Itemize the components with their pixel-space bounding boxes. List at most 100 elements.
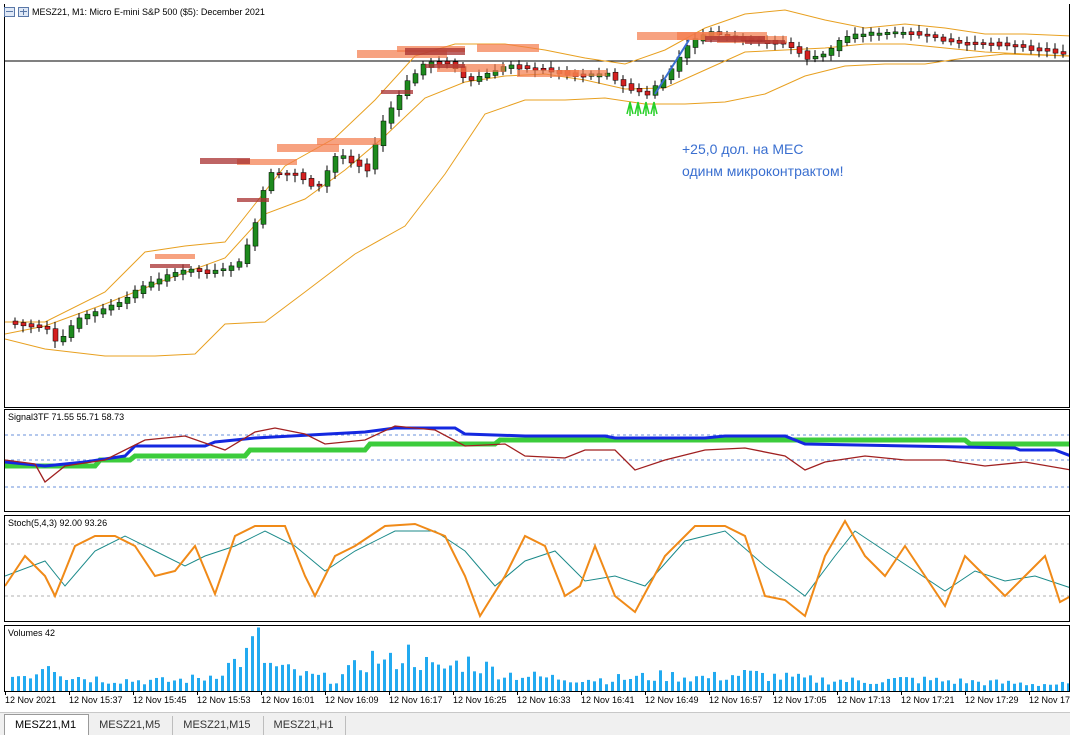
candle-body xyxy=(972,41,979,45)
tab-mesz21-h1[interactable]: MESZ21,H1 xyxy=(264,716,347,735)
signal-zone-dark xyxy=(200,158,250,164)
candle-body xyxy=(916,31,923,36)
candle-body xyxy=(300,172,307,181)
signal-zone xyxy=(277,144,339,152)
volumes-pane[interactable]: Volumes 42 xyxy=(4,625,1070,692)
volumes-chart[interactable] xyxy=(5,626,1070,692)
bollinger-upper xyxy=(5,9,1069,323)
volume-bar xyxy=(95,676,98,691)
volume-label: Volumes 42 xyxy=(8,628,56,638)
price-chart-pane[interactable] xyxy=(4,4,1070,408)
chart-header: MESZ21, M1: Micro E-mini S&P 500 ($5): D… xyxy=(4,7,265,17)
time-tick-label: 12 Nov 16:57 xyxy=(709,695,763,705)
volume-bar xyxy=(869,683,872,691)
volume-bar xyxy=(845,682,848,691)
volume-bar xyxy=(911,677,914,691)
candle-body xyxy=(612,71,619,81)
volume-bar xyxy=(233,658,236,691)
time-axis: 12 Nov 2021 12 Nov 15:37 12 Nov 15:45 12 No… xyxy=(4,692,1070,710)
signal-zone-dark xyxy=(405,48,465,55)
volume-bar xyxy=(17,676,20,691)
volume-bar xyxy=(971,680,974,691)
time-tick-label: 12 Nov 15:37 xyxy=(69,695,123,705)
volume-bar xyxy=(1031,684,1034,691)
signal-zone-dark xyxy=(425,64,465,68)
stochastic-chart[interactable] xyxy=(5,516,1070,622)
annotation-line-2: одинм микроконтрактом! xyxy=(682,163,844,179)
volume-bar xyxy=(101,682,104,691)
volume-bar xyxy=(833,681,836,691)
signal-zone xyxy=(557,70,607,76)
volume-bar xyxy=(179,678,182,691)
candle-body xyxy=(628,83,635,91)
volume-bar xyxy=(35,674,38,691)
signal-zone xyxy=(477,44,539,52)
volume-bar xyxy=(893,677,896,691)
volume-bar xyxy=(929,680,932,691)
volume-bar xyxy=(611,681,614,691)
volume-bar xyxy=(59,676,62,691)
volume-bar xyxy=(665,681,668,691)
candle-body xyxy=(804,50,811,60)
volume-bar xyxy=(143,684,146,691)
volume-bar xyxy=(215,678,218,691)
stochastic-pane[interactable]: Stoch(5,4,3) 92.00 93.26 xyxy=(4,515,1070,622)
candle-body xyxy=(188,268,195,273)
candle-body xyxy=(860,33,867,37)
volume-bar xyxy=(899,677,902,691)
volume-bar xyxy=(1037,685,1040,691)
candle-body xyxy=(484,72,491,78)
tab-mesz21-m1[interactable]: MESZ21,M1 xyxy=(4,714,90,735)
price-chart[interactable] xyxy=(5,4,1070,408)
volume-bar xyxy=(395,669,398,691)
time-tick-label: 12 Nov 17:21 xyxy=(901,695,955,705)
tab-mesz21-m5[interactable]: MESZ21,M5 xyxy=(89,716,174,735)
signal-indicator-pane[interactable]: Signal3TF 71.55 55.71 58.73 xyxy=(4,409,1070,512)
candle-body xyxy=(1028,45,1035,51)
candle-body xyxy=(140,285,147,294)
volume-bar xyxy=(329,683,332,691)
candle-body xyxy=(852,33,859,40)
volume-bar xyxy=(347,665,350,691)
candle-body xyxy=(260,190,267,225)
candle-body xyxy=(508,64,515,69)
signal-red-line xyxy=(5,425,1069,483)
volume-bar xyxy=(65,679,68,691)
signal-indicator-chart[interactable] xyxy=(5,410,1070,512)
volume-bar xyxy=(389,652,392,691)
signal-zone-dark xyxy=(381,90,413,94)
volume-bar xyxy=(353,660,356,691)
time-tick-label: 12 Nov 16:41 xyxy=(581,695,635,705)
time-tick-mark xyxy=(69,692,70,695)
candle-body xyxy=(196,268,203,272)
candle-body xyxy=(116,302,123,307)
time-tick-mark xyxy=(837,692,838,695)
volume-bar xyxy=(923,676,926,691)
candle-body xyxy=(388,107,395,124)
volume-bar xyxy=(731,675,734,691)
tab-mesz21-m15[interactable]: MESZ21,M15 xyxy=(173,716,264,735)
volume-bar xyxy=(587,679,590,691)
volume-bar xyxy=(695,676,698,691)
candle-body xyxy=(988,42,995,46)
volume-bar xyxy=(1061,681,1064,691)
time-tick-label: 12 Nov 2021 xyxy=(5,695,57,705)
window-split-icon[interactable] xyxy=(18,7,29,17)
volume-bar xyxy=(635,675,638,691)
candle-body xyxy=(276,172,283,176)
candle-body xyxy=(796,46,803,54)
volume-bar xyxy=(155,677,158,691)
candle-body xyxy=(60,336,67,343)
candle-body xyxy=(1052,48,1059,54)
candle-body xyxy=(948,38,955,43)
window-icon[interactable] xyxy=(4,7,15,17)
volume-bar xyxy=(983,685,986,691)
volume-bar xyxy=(653,680,656,691)
volume-bar xyxy=(713,671,716,691)
volume-bar xyxy=(785,672,788,691)
time-tick-label: 12 Nov 16:49 xyxy=(645,695,699,705)
candle-body xyxy=(1044,48,1051,52)
up-arrow-icon xyxy=(634,101,642,116)
time-tick-mark xyxy=(645,692,646,695)
candle-body xyxy=(212,269,219,274)
